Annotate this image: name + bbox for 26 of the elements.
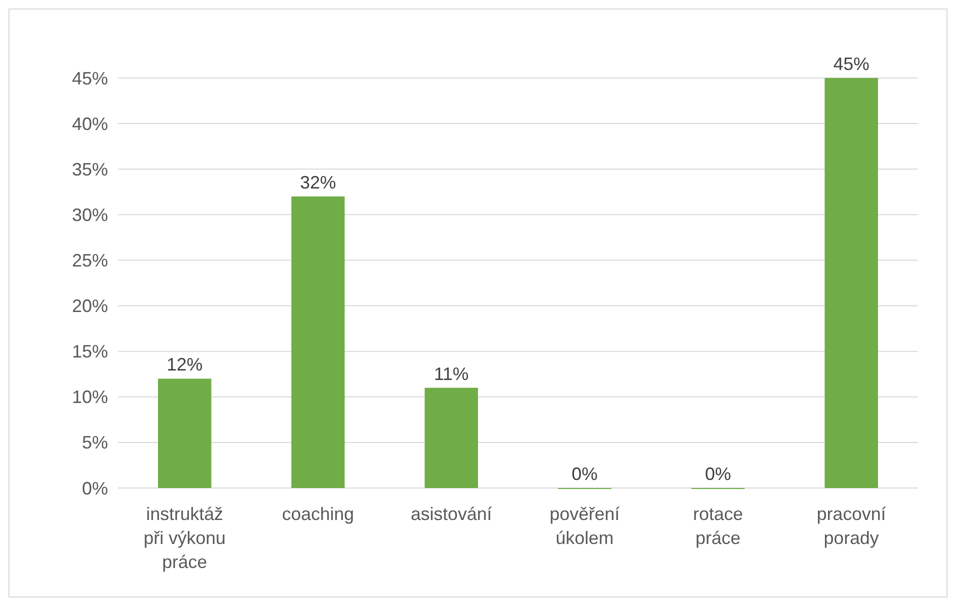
x-tick-label: coaching (282, 504, 354, 524)
y-tick-label: 30% (72, 204, 108, 225)
y-tick-label: 35% (72, 159, 108, 180)
bar (158, 378, 212, 488)
data-label: 11% (434, 364, 469, 384)
data-label: 45% (833, 54, 870, 74)
data-label: 0% (572, 464, 598, 484)
y-tick-label: 15% (72, 342, 108, 362)
bar (824, 78, 878, 488)
bar (424, 388, 478, 488)
x-tick-label: rotace práce (692, 504, 744, 548)
x-tick-label: pověření úkolem (550, 504, 620, 548)
y-tick-label: 5% (82, 432, 108, 453)
y-tick-label: 20% (72, 296, 108, 316)
x-tick-label: pracovní porady (816, 504, 886, 548)
x-tick-label: asistování (410, 504, 492, 524)
y-tick-label: 45% (72, 68, 108, 88)
y-tick-label: 40% (72, 114, 108, 134)
data-label: 0% (704, 464, 732, 484)
bar (291, 196, 345, 488)
data-label: 32% (300, 172, 336, 192)
data-label: 12% (166, 354, 203, 375)
y-tick-label: 25% (72, 250, 108, 271)
x-tick-label: instruktáž při výkonu práce (144, 504, 226, 572)
y-tick-label: 10% (72, 387, 108, 408)
y-tick-label: 0% (82, 478, 108, 498)
